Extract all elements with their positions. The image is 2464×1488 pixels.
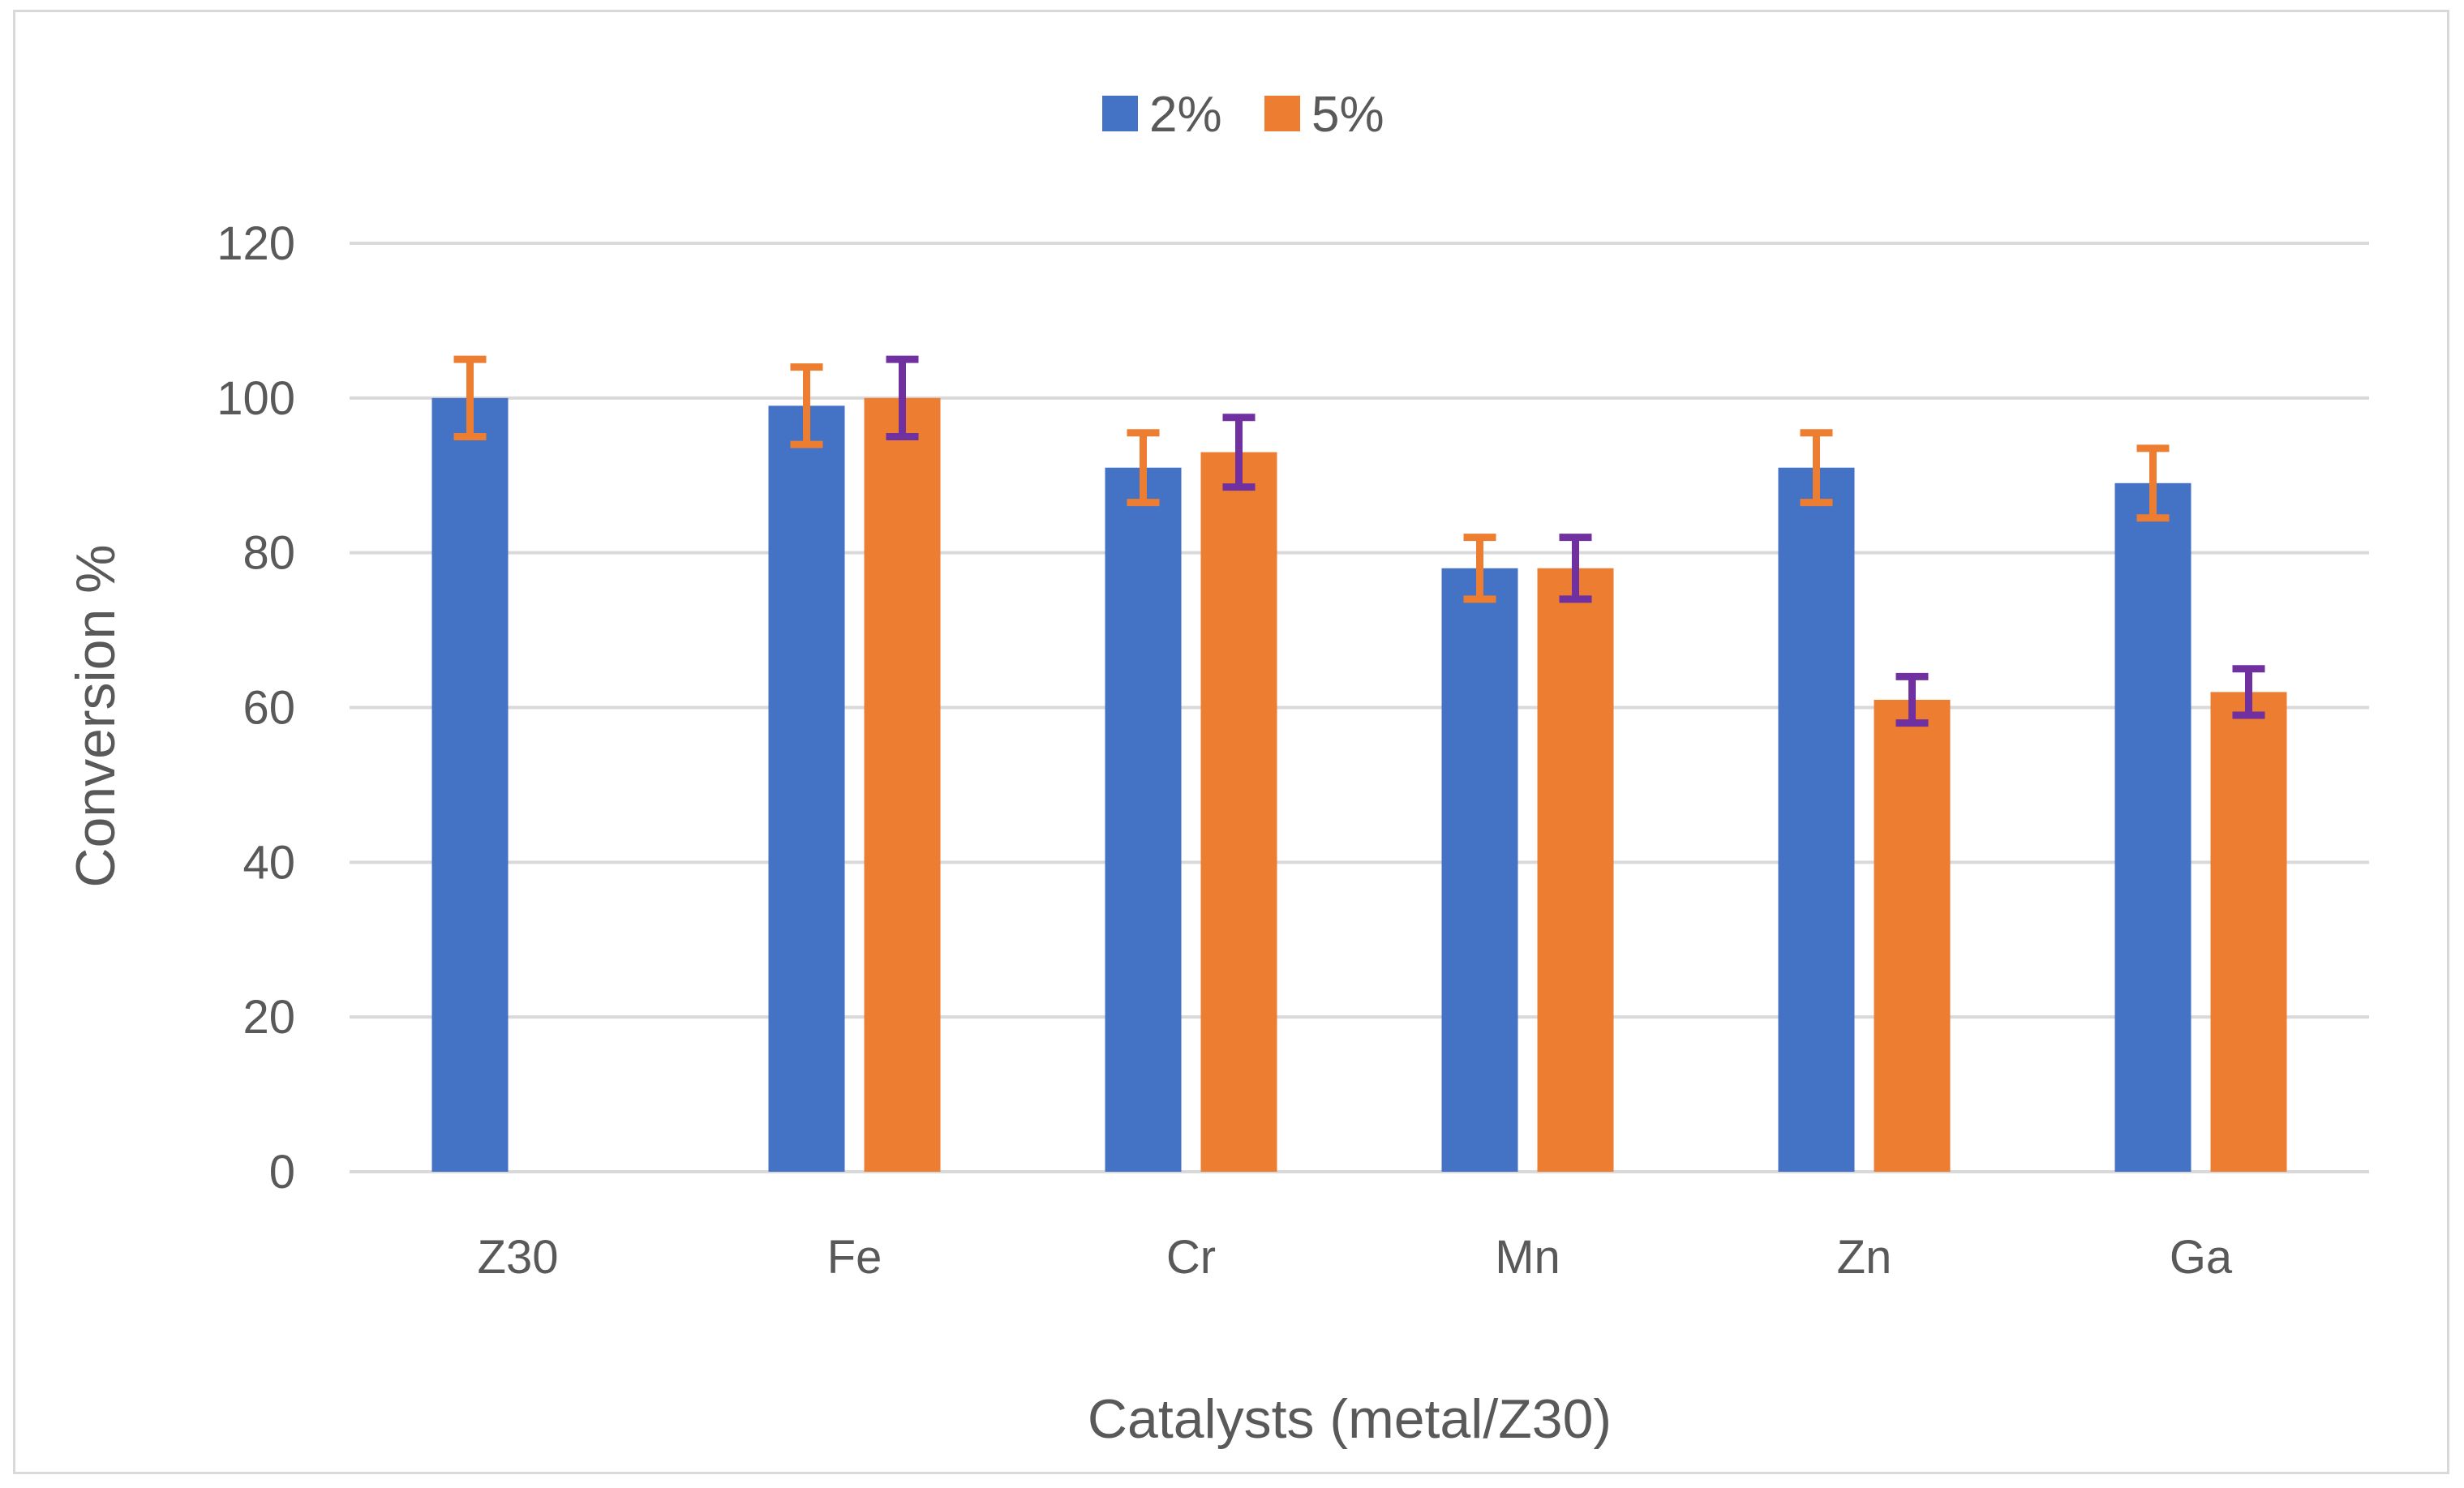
gridlines <box>350 242 2369 1173</box>
x-tick-label: Cr <box>1166 1231 1216 1284</box>
bar-fe-five-percent <box>864 397 941 1172</box>
chart-area: 2% 5% 0 20 40 60 80 100 120 Z30 Fe Cr Mn Zn Ga Catal… <box>13 10 2449 1474</box>
error-bar <box>1127 429 1160 507</box>
bar-ga-five-percent <box>2210 692 2287 1172</box>
bar-mn-two-percent <box>1441 568 1518 1172</box>
x-tick-label: Fe <box>827 1231 882 1284</box>
x-tick-label: Zn <box>1837 1231 1892 1284</box>
legend-swatch <box>1102 96 1138 131</box>
legend-item: 5% <box>1264 87 1384 143</box>
y-tick-label: 80 <box>243 527 295 580</box>
x-tick-label: Mn <box>1495 1231 1560 1284</box>
x-axis-ticks: Z30 Fe Cr Mn Zn Ga <box>478 1231 2233 1284</box>
error-bars <box>453 355 2265 727</box>
x-tick-label: Z30 <box>478 1231 559 1284</box>
bar-fe-two-percent <box>768 405 845 1172</box>
y-tick-label: 20 <box>243 991 295 1044</box>
bar-ga-two-percent <box>2114 482 2191 1172</box>
legend-swatch <box>1264 96 1300 131</box>
y-tick-label: 60 <box>243 682 295 735</box>
error-bar <box>2136 444 2170 522</box>
bar-zn-five-percent <box>1874 699 1951 1172</box>
bar-mn-five-percent <box>1537 568 1614 1172</box>
error-bar <box>1800 429 1833 507</box>
y-axis-title: Conversion % <box>65 544 127 887</box>
x-axis-title: Catalysts (metal/Z30) <box>1088 1388 1612 1450</box>
bar-chart: 2% 5% 0 20 40 60 80 100 120 Z30 Fe Cr Mn Zn Ga Catal… <box>65 87 2369 1450</box>
x-tick-label: Ga <box>2170 1231 2233 1284</box>
y-axis-ticks: 0 20 40 60 80 100 120 <box>217 217 295 1199</box>
error-bar <box>1463 534 1496 603</box>
error-bar <box>1222 414 1256 491</box>
legend-item: 2% <box>1102 87 1222 143</box>
legend: 2% 5% <box>1102 87 1384 143</box>
bar-cr-two-percent <box>1105 467 1182 1172</box>
y-tick-label: 0 <box>269 1146 295 1199</box>
error-bar <box>1559 534 1592 603</box>
bar-cr-five-percent <box>1200 452 1277 1172</box>
error-bar <box>2232 665 2265 719</box>
bar-z30-two-percent <box>431 397 509 1172</box>
legend-label: 5% <box>1311 87 1384 143</box>
error-bar <box>886 355 919 441</box>
y-tick-label: 40 <box>243 836 295 889</box>
bar-zn-two-percent <box>1778 467 1855 1172</box>
y-tick-label: 100 <box>217 372 295 425</box>
bars <box>431 397 2287 1172</box>
error-bar <box>1895 672 1929 727</box>
y-tick-label: 120 <box>217 217 295 270</box>
error-bar <box>453 355 487 441</box>
legend-label: 2% <box>1149 87 1222 143</box>
error-bar <box>790 363 823 448</box>
